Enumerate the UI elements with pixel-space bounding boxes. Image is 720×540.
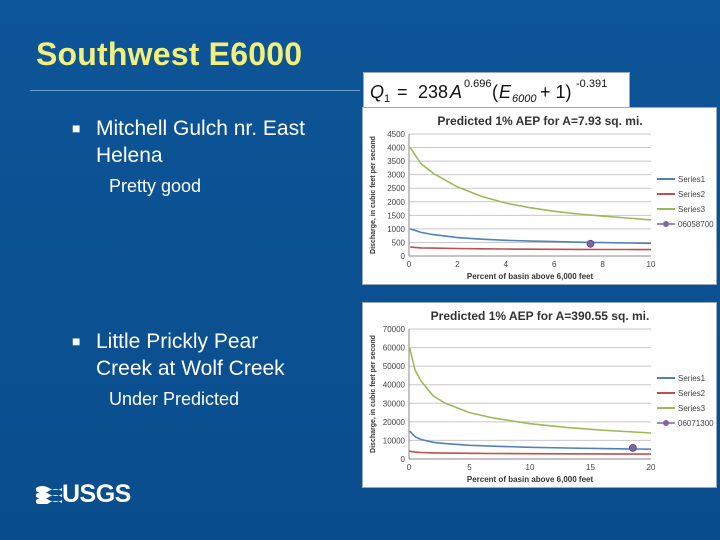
y-tick-label: 70000 (383, 325, 406, 334)
legend-label: Series2 (678, 190, 706, 199)
x-tick-label: 5 (467, 463, 472, 472)
y-tick-label: 500 (392, 238, 406, 247)
eq-equals: = (397, 82, 408, 102)
eq-plus-one: + 1) (540, 82, 572, 102)
chart-title: Predicted 1% AEP for A=7.93 sq. mi. (437, 114, 642, 128)
y-tick-label: 4500 (387, 130, 405, 139)
y-tick-label: 1500 (387, 211, 405, 220)
y-tick-label: 2000 (387, 198, 405, 207)
legend-label: 06071300 (678, 419, 714, 428)
bullet-note-under-predicted: Under Predicted (109, 389, 240, 409)
y-tick-label: 50000 (383, 362, 406, 371)
legend-label: Series2 (678, 389, 706, 398)
x-tick-label: 10 (647, 260, 656, 269)
eq-exp-e: -0.391 (576, 78, 607, 90)
legend-label: 06058700 (678, 220, 714, 229)
y-tick-label: 60000 (383, 344, 406, 353)
legend-label: Series3 (678, 205, 706, 214)
observed-point-06071300 (628, 443, 637, 452)
series-line-series2 (409, 450, 652, 455)
eq-lhs: Q (370, 82, 384, 102)
bullet-heading-line2: Helena (96, 144, 163, 167)
usgs-logo: USGS (36, 480, 131, 509)
chart-little-prickly-pear-svg: Predicted 1% AEP for A=390.55 sq. mi. 0 10… (370, 309, 714, 484)
eq-var-e: E (499, 82, 512, 102)
bullet-note-pretty-good: Pretty good (109, 176, 202, 196)
observed-point-06058700 (586, 239, 595, 248)
chart-mitchell-gulch: Predicted 1% AEP for A=7.93 sq. mi. 0 500 1… (362, 107, 717, 285)
y-tick-label: 3500 (387, 157, 405, 166)
y-axis-label: Discharge, in cubic feet per second (370, 136, 377, 254)
x-tick-label: 6 (552, 260, 557, 269)
series-line-series1 (409, 228, 652, 245)
x-tick-label: 2 (455, 260, 460, 269)
regression-equation: Q 1 = 238 A 0.696 ( E 6000 + 1) -0.391 (363, 72, 630, 108)
legend-label: Series1 (678, 374, 706, 383)
bullet-heading-line1: Mitchell Gulch nr. East (96, 117, 305, 140)
series-line-series3 (409, 147, 652, 221)
y-tick-label: 0 (401, 252, 406, 261)
x-axis-label: Percent of basin above 6,000 feet (467, 475, 594, 484)
bullet-little-prickly-pear: ■ Little Prickly Pear Creek at Wolf Cree… (72, 328, 285, 382)
series-line-series3 (408, 347, 652, 434)
y-tick-label: 3000 (387, 171, 405, 180)
x-tick-label: 8 (600, 260, 605, 269)
y-tick-label: 4000 (387, 144, 405, 153)
x-tick-label: 0 (407, 463, 412, 472)
eq-exp-a: 0.696 (464, 78, 492, 90)
eq-lhs-sub: 1 (384, 93, 390, 105)
x-tick-label: 0 (407, 260, 412, 269)
series-line-series2 (410, 246, 652, 251)
x-tick-label: 10 (526, 463, 535, 472)
chart-title: Predicted 1% AEP for A=390.55 sq. mi. (431, 309, 650, 323)
y-tick-label: 40000 (383, 381, 406, 390)
equation-svg: Q 1 = 238 A 0.696 ( E 6000 + 1) -0.391 (370, 78, 607, 105)
legend-marker (663, 221, 669, 227)
eq-coef: 238 (418, 82, 448, 102)
x-tick-label: 15 (586, 463, 595, 472)
x-tick-label: 4 (504, 260, 509, 269)
y-axis-label: Discharge, in cubic feet per second (370, 335, 377, 453)
title-divider (30, 90, 360, 91)
chart-little-prickly-pear: Predicted 1% AEP for A=390.55 sq. mi. 0 10… (362, 302, 717, 488)
y-tick-label: 20000 (383, 418, 406, 427)
square-bullet-icon: ■ (72, 120, 81, 136)
eq-paren-open: ( (492, 82, 498, 102)
usgs-logo-text: USGS (62, 480, 131, 508)
bullet-heading-line1: Little Prickly Pear (96, 330, 259, 353)
legend-marker (663, 420, 669, 426)
x-axis-label: Percent of basin above 6,000 feet (467, 272, 594, 281)
bullet-mitchell-gulch: ■ Mitchell Gulch nr. East Helena (72, 115, 305, 169)
y-tick-label: 1000 (387, 225, 405, 234)
y-tick-label: 0 (401, 455, 406, 464)
y-tick-label: 30000 (383, 399, 406, 408)
legend-label: Series3 (678, 404, 706, 413)
usgs-wave-icon (36, 486, 62, 505)
bullet-heading-line2: Creek at Wolf Creek (96, 357, 285, 380)
eq-sub-e: 6000 (512, 93, 537, 105)
legend-label: Series1 (678, 175, 706, 184)
slide-title: Southwest E6000 (36, 36, 303, 72)
y-tick-label: 10000 (383, 436, 406, 445)
square-bullet-icon: ■ (72, 333, 81, 349)
eq-var-a: A (449, 82, 462, 102)
series-line-series1 (409, 430, 652, 450)
y-tick-label: 2500 (387, 184, 405, 193)
chart-mitchell-gulch-svg: Predicted 1% AEP for A=7.93 sq. mi. 0 500 1… (370, 114, 714, 281)
x-tick-label: 20 (647, 463, 656, 472)
